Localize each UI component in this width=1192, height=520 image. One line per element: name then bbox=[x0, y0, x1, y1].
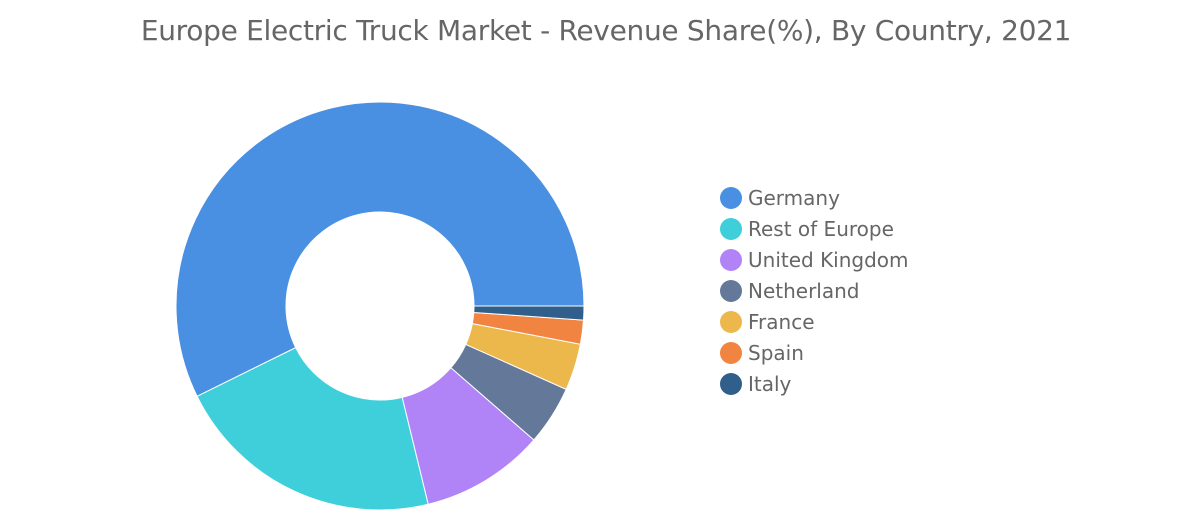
legend-item-spain: Spain bbox=[720, 337, 909, 368]
legend-label: Spain bbox=[748, 340, 804, 365]
legend-item-rest-of-europe: Rest of Europe bbox=[720, 213, 909, 244]
legend-marker bbox=[720, 310, 742, 333]
legend-item-germany: Germany bbox=[720, 182, 909, 213]
chart-title: Europe Electric Truck Market - Revenue S… bbox=[140, 14, 1072, 47]
legend-label: Netherland bbox=[748, 278, 860, 303]
legend-marker bbox=[720, 372, 742, 395]
donut-slices bbox=[175, 101, 585, 511]
slice-germany bbox=[175, 101, 585, 397]
slice-rest-of-europe bbox=[196, 346, 429, 511]
legend-item-united-kingdom: United Kingdom bbox=[720, 244, 909, 275]
legend-marker bbox=[720, 186, 742, 209]
legend: Germany Rest of Europe United Kingdom Nethe… bbox=[720, 182, 909, 399]
legend-label: United Kingdom bbox=[748, 247, 909, 272]
legend-marker bbox=[720, 217, 742, 240]
slice-italy bbox=[473, 305, 585, 321]
legend-label: France bbox=[748, 309, 815, 334]
legend-label: Germany bbox=[748, 185, 840, 210]
legend-item-netherland: Netherland bbox=[720, 275, 909, 306]
legend-marker bbox=[720, 248, 742, 271]
legend-marker bbox=[720, 279, 742, 302]
legend-label: Italy bbox=[748, 371, 792, 396]
legend-marker bbox=[720, 341, 742, 364]
legend-label: Rest of Europe bbox=[748, 216, 894, 241]
legend-item-italy: Italy bbox=[720, 368, 909, 399]
legend-item-france: France bbox=[720, 306, 909, 337]
